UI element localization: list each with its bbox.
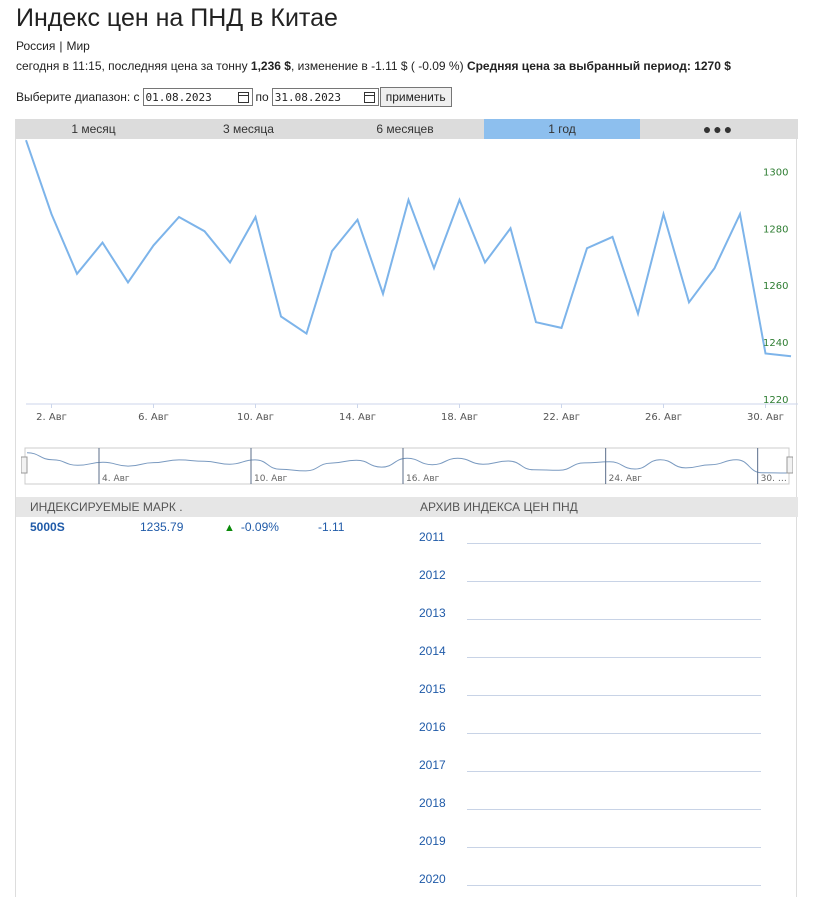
y-tick-label: 1220 (763, 395, 788, 406)
chart-panel: 1 месяц 3 месяца 6 месяцев 1 год ●●● 2. … (15, 119, 798, 897)
triangle-up-icon: ▲ (224, 522, 235, 534)
range-navigator[interactable]: 4. Авг 10. Авг 16. Авг 24. Авг 30. … (21, 447, 793, 485)
archive-heading: АРХИВ ИНДЕКСА ЦЕН ПНД (420, 500, 578, 514)
range-to-label: по (255, 90, 269, 104)
x-tick-label: 14. Авг (339, 412, 376, 423)
y-tick-label: 1240 (763, 338, 788, 349)
x-tick-label: 10. Авг (237, 412, 274, 423)
archive-year-line (467, 847, 761, 848)
archive-year-line (467, 657, 761, 658)
archive-year-link[interactable]: 2013 (419, 606, 446, 620)
tab-3-months[interactable]: 3 месяца (223, 122, 274, 136)
date-range-form: Выберите диапазон: с 01.08.2023 по 31.08… (16, 87, 452, 107)
calendar-icon[interactable] (237, 91, 249, 103)
navigator-series (26, 452, 788, 474)
x-tick-label: 30. Авг (747, 412, 784, 423)
navigator-label: 4. Авг (102, 474, 130, 484)
archive-year-line (467, 733, 761, 734)
indexed-pct-value: -0.09% (240, 520, 279, 534)
page-title: Индекс цен на ПНД в Китае (16, 4, 338, 32)
x-tick-label: 26. Авг (645, 412, 682, 423)
chart-line-layer (25, 139, 798, 405)
period-tabs: 1 месяц 3 месяца 6 месяцев 1 год ●●● (16, 119, 798, 139)
date-from-input[interactable]: 01.08.2023 (142, 88, 253, 106)
archive-year-link[interactable]: 2020 (419, 872, 446, 886)
tab-1-year[interactable]: 1 год (484, 119, 640, 139)
archive-year-link[interactable]: 2016 (419, 720, 446, 734)
archive-year-link[interactable]: 2017 (419, 758, 446, 772)
archive-year-link[interactable]: 2019 (419, 834, 446, 848)
price-summary: сегодня в 11:15, последняя цена за тонну… (16, 59, 731, 73)
indexed-price: 1235.79 (140, 520, 184, 534)
navigator-label: 16. Авг (406, 474, 440, 484)
range-label: Выберите диапазон: с (16, 90, 140, 104)
navigator-left-handle[interactable] (21, 456, 28, 474)
x-axis-ticks: 2. Авг 6. Авг 10. Авг 14. Авг 18. Авг 22. Авг… (36, 404, 784, 423)
archive-year-line (467, 695, 761, 696)
breadcrumb-item-russia[interactable]: Россия (16, 39, 56, 53)
y-tick-label: 1260 (763, 281, 788, 292)
tab-6-months[interactable]: 6 месяцев (376, 122, 434, 136)
last-price: 1,236 $ (250, 59, 291, 73)
archive-year-link[interactable]: 2015 (419, 682, 446, 696)
tab-1-month[interactable]: 1 месяц (71, 122, 116, 136)
y-tick-label: 1300 (763, 167, 788, 178)
navigator-labels: 4. Авг 10. Авг 16. Авг 24. Авг 30. … (102, 474, 787, 484)
archive-year-line (467, 619, 761, 620)
indexed-brands-heading: ИНДЕКСИРУЕМЫЕ МАРК . (30, 500, 183, 514)
breadcrumb-separator: | (59, 39, 63, 53)
archive-year-line (467, 809, 761, 810)
archive-year-line (467, 581, 761, 582)
indexed-pct: ▲ -0.09% (224, 520, 279, 534)
navigator-label: 30. … (761, 474, 787, 484)
breadcrumb: Россия | Мир (16, 39, 90, 53)
date-to-value: 31.08.2023 (274, 90, 341, 104)
avg-label: Средняя цена за выбранный период: (466, 59, 691, 73)
indexed-header-bar: ИНДЕКСИРУЕМЫЕ МАРК . АРХИВ ИНДЕКСА ЦЕН П… (16, 497, 798, 517)
summary-prefix: сегодня в 11:15, последняя цена за тонну (16, 59, 248, 73)
navigator-label: 10. Авг (254, 474, 288, 484)
price-chart: 2. Авг 6. Авг 10. Авг 14. Авг 18. Авг 22. Авг… (25, 139, 798, 423)
price-series-line (25, 139, 792, 358)
archive-year-link[interactable]: 2018 (419, 796, 446, 810)
x-tick-label: 2. Авг (36, 412, 67, 423)
archive-year-line (467, 771, 761, 772)
x-tick-label: 22. Авг (543, 412, 580, 423)
navigator-right-handle[interactable] (786, 456, 793, 474)
archive-year-line (467, 885, 761, 886)
archive-year-line (467, 543, 761, 544)
calendar-icon[interactable] (363, 91, 375, 103)
date-to-input[interactable]: 31.08.2023 (271, 88, 379, 106)
x-tick-label: 6. Авг (138, 412, 169, 423)
archive-year-link[interactable]: 2011 (419, 530, 445, 544)
archive-year-link[interactable]: 2012 (419, 568, 446, 582)
tab-more[interactable]: ●●● (702, 121, 735, 137)
y-axis-ticks: 1220 1240 1260 1280 1300 (763, 167, 788, 406)
indexed-symbol[interactable]: 5000S (30, 520, 65, 534)
breadcrumb-item-world[interactable]: Мир (66, 39, 90, 53)
navigator-label: 24. Авг (609, 474, 643, 484)
avg-value: 1270 $ (694, 59, 731, 73)
navigator-dividers (98, 448, 759, 484)
archive-year-link[interactable]: 2014 (419, 644, 446, 658)
x-tick-label: 18. Авг (441, 412, 478, 423)
change-text: , изменение в -1.11 $ ( -0.09 %) (290, 59, 464, 73)
date-from-value: 01.08.2023 (145, 90, 212, 104)
indexed-change: -1.11 (318, 520, 345, 534)
apply-button[interactable]: применить (379, 87, 452, 107)
y-tick-label: 1280 (763, 224, 788, 235)
